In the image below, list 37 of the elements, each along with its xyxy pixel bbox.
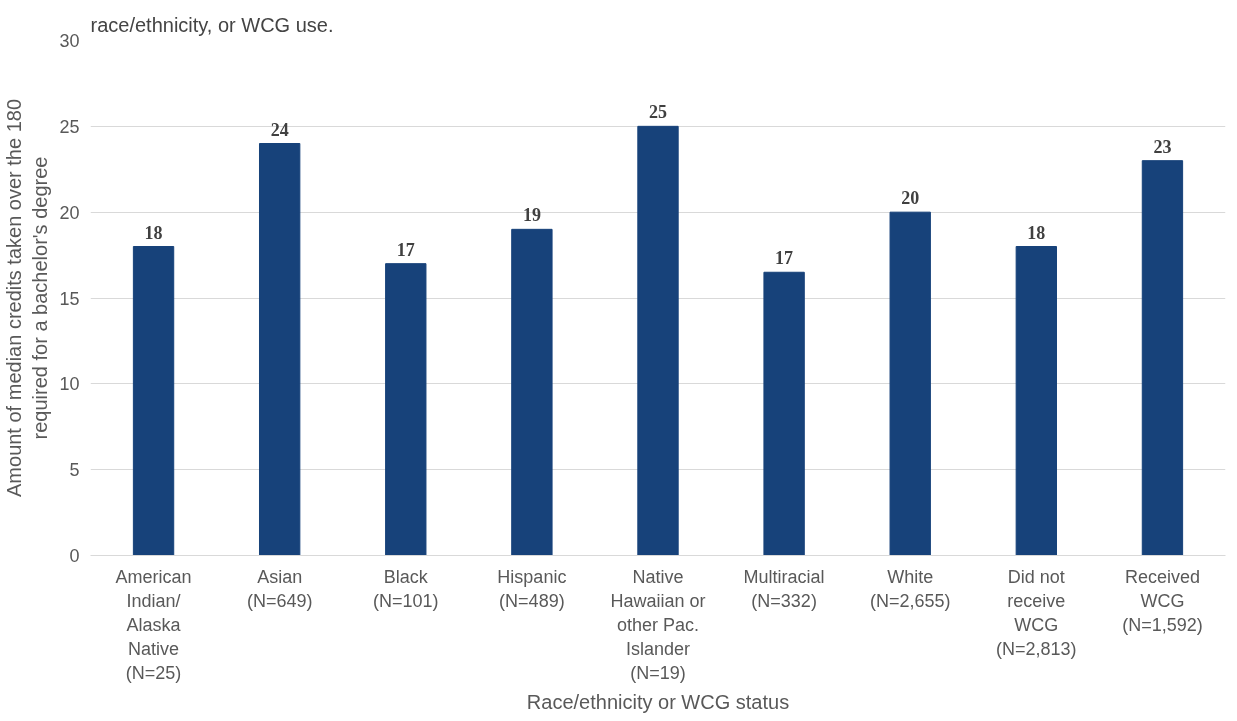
y-tick-label: 5: [69, 460, 80, 481]
bar: [258, 143, 301, 556]
data-label: 23: [1153, 136, 1172, 157]
bar: [511, 228, 553, 556]
x-tick-label: Asian (N=649): [246, 566, 313, 611]
bar: [637, 125, 679, 556]
data-label: 20: [901, 188, 920, 209]
x-tick-label: Native Hawaiian or other Pac. Islander (N=19): [610, 566, 706, 683]
bar: [1015, 246, 1058, 556]
y-axis-title: Amount of median credits taken over the 180 required for a bachelor's degree: [3, 98, 52, 497]
y-tick-label: 20: [59, 202, 80, 223]
y-tick-label: 25: [59, 116, 80, 137]
bar: [132, 246, 175, 556]
bar: [763, 271, 805, 556]
x-axis-title: Race/ethnicity or WCG status: [526, 690, 790, 713]
chart-title: race/ethnicity, or WCG use.: [90, 13, 334, 36]
x-tick-label: Black (N=101): [373, 566, 439, 611]
x-tick-label: Received WCG (N=1,592): [1122, 566, 1203, 635]
y-tick-label: 0: [69, 546, 80, 566]
x-tick-label: Did not receive WCG (N=2,813): [996, 566, 1077, 659]
x-tick-label: White (N=2,655): [869, 566, 951, 611]
bar: [1141, 160, 1184, 556]
y-tick-label: 10: [59, 374, 80, 395]
x-tick-label: Hispanic (N=489): [497, 566, 567, 611]
data-label: 24: [270, 119, 289, 140]
bar: [889, 211, 931, 556]
x-tick-label: Multiracial (N=332): [743, 566, 825, 611]
data-label: 18: [1027, 222, 1046, 243]
data-label: 25: [649, 102, 667, 123]
data-label: 17: [396, 239, 415, 260]
data-label: 18: [144, 222, 163, 243]
data-label: 17: [775, 248, 794, 269]
bar: [385, 263, 427, 556]
y-tick-label: 30: [59, 31, 80, 51]
y-tick-label: 15: [59, 288, 80, 309]
x-tick-label: American Indian/ Alaska Native (N=25): [115, 566, 192, 683]
data-label: 19: [522, 205, 541, 226]
